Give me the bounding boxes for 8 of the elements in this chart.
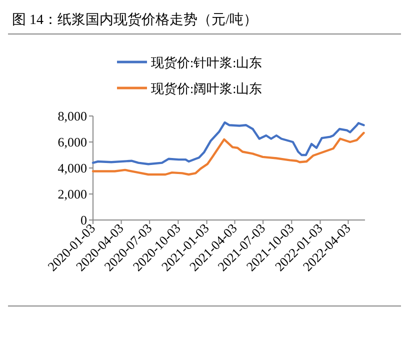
- chart-title: 图 14：纸浆国内现货价格走势（元/吨）: [12, 12, 258, 28]
- y-tick-label: 0: [80, 212, 87, 228]
- y-tick-label: 4,000: [58, 160, 87, 176]
- legend-label: 现货价:针叶浆:山东: [151, 55, 262, 70]
- y-tick-label: 2,000: [58, 186, 87, 202]
- y-tick-label: 8,000: [58, 108, 87, 124]
- y-tick-label: 6,000: [58, 134, 87, 150]
- legend-label: 现货价:阔叶浆:山东: [151, 81, 262, 96]
